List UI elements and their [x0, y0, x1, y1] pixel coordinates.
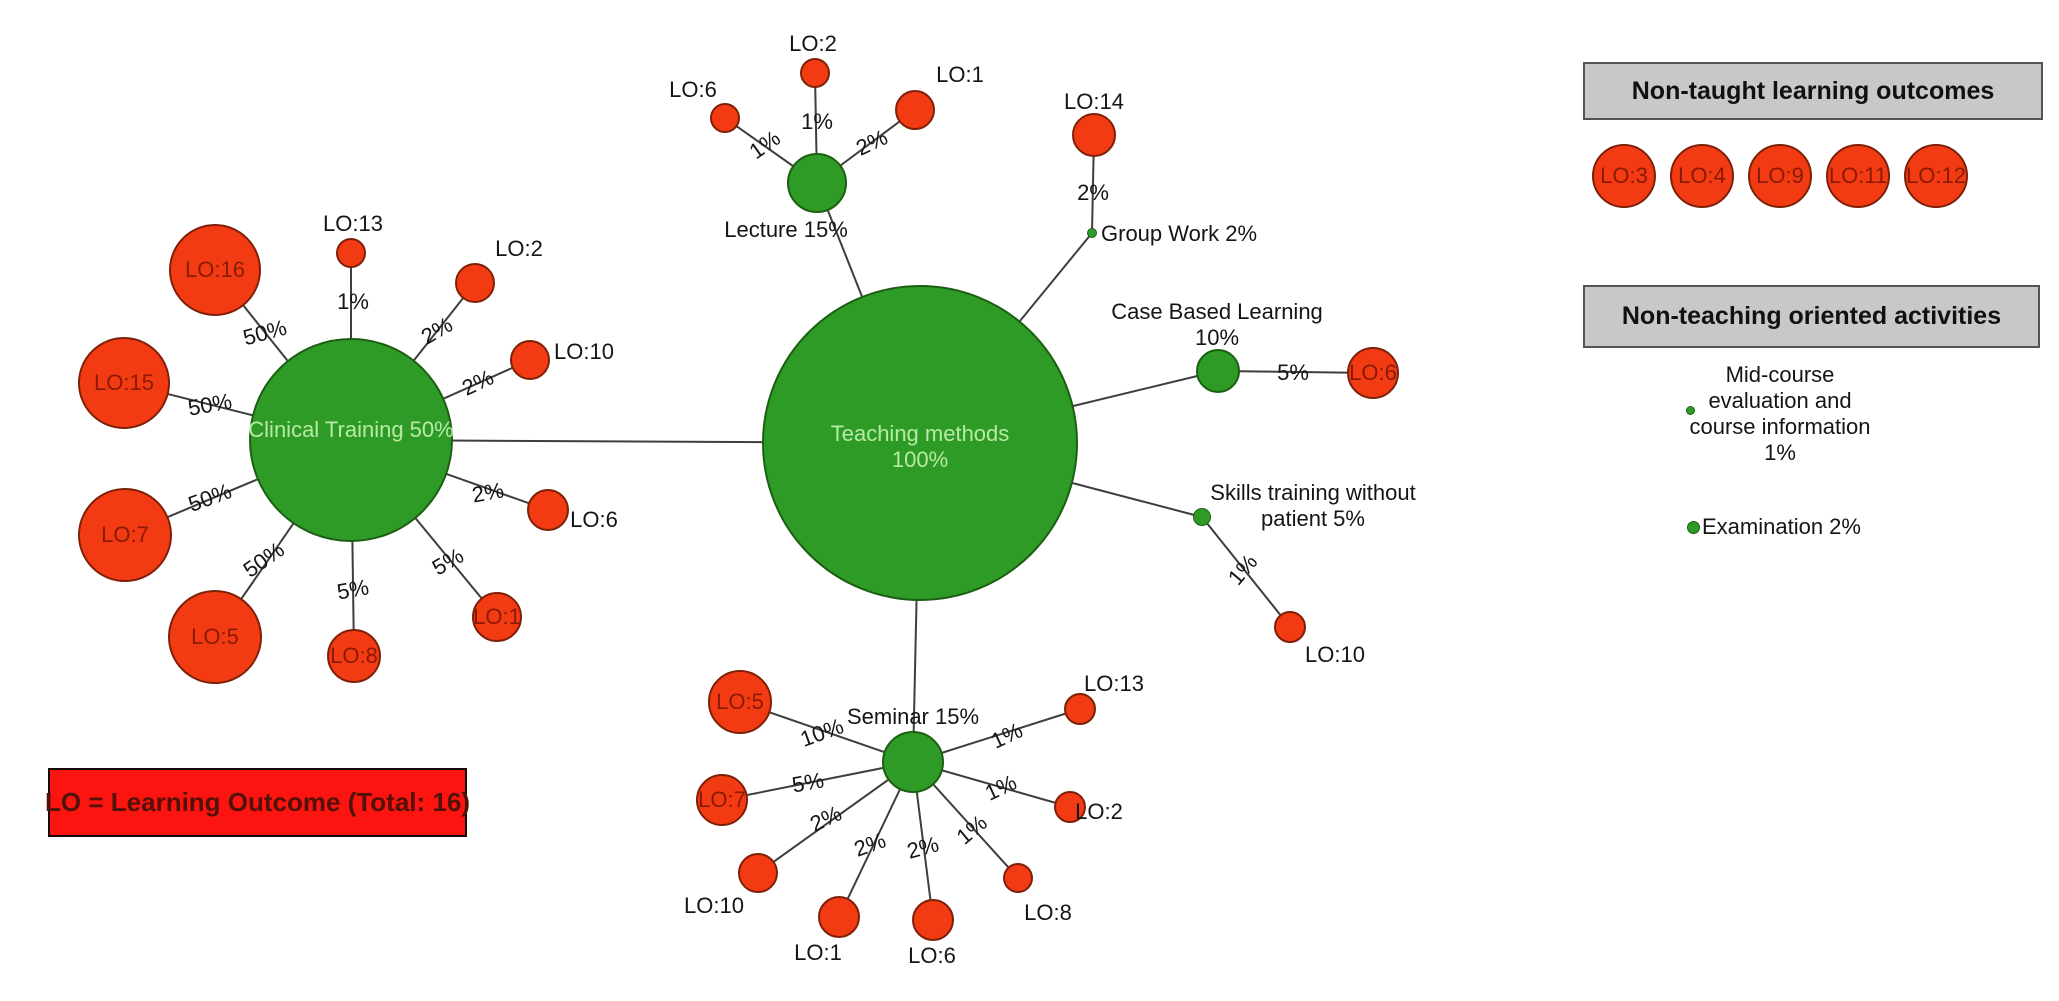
node-lo13s — [1064, 693, 1096, 725]
node-lo10c — [510, 340, 550, 380]
node-lo2s — [1054, 791, 1086, 823]
examination-dot — [1687, 521, 1700, 534]
edge-seminar-lo7s — [721, 761, 914, 801]
node-name-label: Lecture 15% — [724, 217, 848, 242]
node-lo13c — [336, 238, 366, 268]
node-lo7s: LO:7 — [696, 774, 748, 826]
node-lo1c: LO:1 — [472, 592, 522, 642]
edge-weight-label: 2% — [470, 477, 506, 508]
mid-course-line-4: 1% — [1764, 440, 1796, 465]
node-lo10se — [738, 853, 778, 893]
legend-outcome-lo-12: LO:12 — [1904, 144, 1968, 208]
node-name-label: LO:2 — [495, 236, 543, 261]
node-lo16c: LO:16 — [169, 224, 261, 316]
edge-weight-label: 2% — [1077, 180, 1109, 205]
node-name-label: Case Based Learning 10% — [1111, 299, 1323, 350]
node-lo6c — [527, 489, 569, 531]
edge-weight-label: 1% — [801, 109, 833, 134]
node-name-label: LO:14 — [1064, 89, 1124, 114]
node-lo15c: LO:15 — [78, 337, 170, 429]
node-name-label: LO:13 — [1084, 671, 1144, 696]
non-teaching-activities-title: Non-teaching oriented activities — [1621, 302, 2002, 330]
examination-label: Examination 2% — [1702, 514, 1861, 539]
node-lecture — [787, 153, 847, 213]
node-teaching — [762, 285, 1078, 601]
node-lo2l — [800, 58, 830, 88]
non-teaching-activities-header: Non-teaching oriented activities — [1583, 285, 2040, 348]
node-name-label: LO:2 — [789, 31, 837, 56]
edge-weight-label: 5% — [790, 767, 826, 798]
node-groupwork — [1087, 228, 1097, 238]
node-lo8s — [1003, 863, 1033, 893]
lo-abbreviation-note-text: LO = Learning Outcome (Total: 16) — [45, 787, 470, 817]
non-taught-outcomes-header: Non-taught learning outcomes — [1583, 62, 2043, 120]
node-name-label: LO:10 — [684, 893, 744, 918]
legend-outcome-lo-11: LO:11 — [1826, 144, 1890, 208]
node-name-label: Group Work 2% — [1101, 221, 1258, 246]
node-name-label: LO:1 — [794, 940, 842, 965]
legend-outcome-lo-9: LO:9 — [1748, 144, 1812, 208]
node-lo2c — [455, 263, 495, 303]
mid-course-evaluation-label: Mid-course evaluation and course informa… — [1660, 362, 1900, 466]
node-skills — [1193, 508, 1211, 526]
edge-weight-label: 5% — [1277, 360, 1309, 385]
lo-abbreviation-note: LO = Learning Outcome (Total: 16) — [45, 768, 470, 837]
node-clinical — [249, 338, 453, 542]
node-name-label: LO:10 — [1305, 642, 1365, 667]
mid-course-line-3: course information — [1689, 414, 1871, 439]
node-name-label: LO:8 — [1024, 900, 1072, 925]
node-name-label: Seminar 15% — [846, 704, 980, 729]
mid-course-line-2: evaluation and — [1708, 388, 1852, 413]
node-name-label: Skills training without patient 5% — [1210, 480, 1416, 531]
node-name-label: LO:6 — [908, 943, 956, 968]
node-lo5s: LO:5 — [708, 670, 772, 734]
node-name-label: Teaching methods 100% — [830, 421, 1010, 472]
node-lo10sk — [1274, 611, 1306, 643]
node-lo6cb: LO:6 — [1347, 347, 1399, 399]
node-lo8c: LO:8 — [327, 629, 381, 683]
edge-weight-label: 5% — [335, 574, 371, 605]
node-name-label: LO:6 — [669, 77, 717, 102]
node-seminar — [882, 731, 944, 793]
node-name-label: LO:1 — [936, 62, 984, 87]
mid-course-line-1: Mid-course — [1725, 362, 1835, 387]
node-cbl — [1196, 349, 1240, 393]
node-lo1l — [895, 90, 935, 130]
node-name-label: LO:6 — [570, 507, 618, 532]
node-name-label: LO:2 — [1075, 799, 1123, 824]
mid-course-evaluation-dot — [1686, 406, 1695, 415]
edge-skills-lo10sk — [1201, 516, 1291, 628]
node-lo1s — [818, 896, 860, 938]
node-name-label: Clinical Training 50% — [248, 417, 454, 442]
node-name-label: LO:10 — [554, 339, 614, 364]
node-lo6s — [912, 899, 954, 941]
edge-weight-label: 1% — [337, 289, 369, 314]
node-lo6l — [710, 103, 740, 133]
legend-outcome-lo-4: LO:4 — [1670, 144, 1734, 208]
node-lo14g — [1072, 113, 1116, 157]
legend-outcome-lo-3: LO:3 — [1592, 144, 1656, 208]
node-lo5c: LO:5 — [168, 590, 262, 684]
non-taught-outcomes-title: Non-taught learning outcomes — [1631, 76, 1995, 105]
node-name-label: LO:13 — [323, 211, 383, 236]
non-taught-outcomes-circles: LO:3 LO:4 LO:9 LO:11 LO:12 — [1592, 144, 1968, 208]
node-lo7c: LO:7 — [78, 488, 172, 582]
